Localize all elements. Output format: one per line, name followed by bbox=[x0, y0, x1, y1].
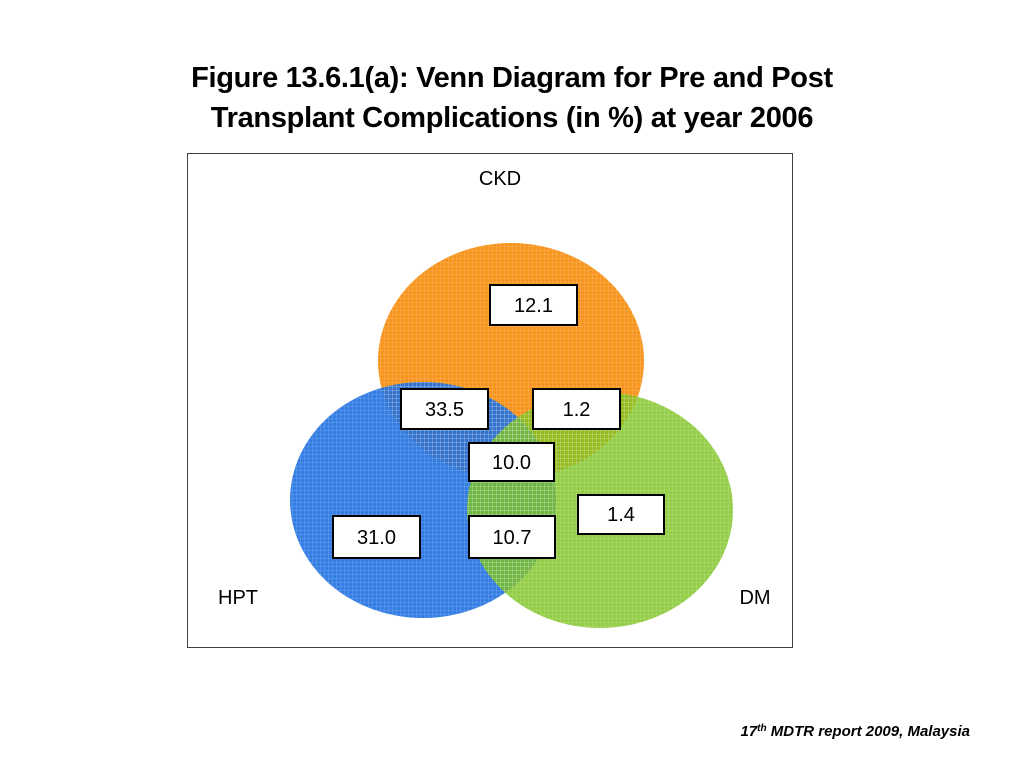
region-ckd-only: 12.1 bbox=[489, 284, 578, 326]
region-value-dm-only: 1.4 bbox=[607, 504, 635, 526]
set-label-hpt: HPT bbox=[218, 587, 258, 609]
region-value-hpt-only: 31.0 bbox=[357, 527, 396, 549]
venn-diagram: CKD HPT DM 12.1 33.5 1.2 10.0 1.4 31.0 bbox=[218, 168, 771, 628]
title-line-1: Figure 13.6.1(a): Venn Diagram for Pre a… bbox=[191, 62, 833, 94]
source-edition-number: 17 bbox=[740, 723, 758, 740]
region-dm-only: 1.4 bbox=[577, 494, 665, 535]
region-hpt-only: 31.0 bbox=[332, 515, 421, 559]
page-title: Figure 13.6.1(a): Venn Diagram for Pre a… bbox=[62, 58, 962, 138]
source-edition-suffix: th bbox=[757, 723, 767, 734]
source-citation: 17th MDTR report 2009, Malaysia bbox=[640, 723, 970, 740]
region-hpt-dm: 10.7 bbox=[468, 515, 556, 559]
region-value-ckd-dm: 1.2 bbox=[563, 399, 591, 421]
source-text: MDTR report 2009, Malaysia bbox=[766, 723, 970, 740]
title-line-2: Transplant Complications (in %) at year … bbox=[210, 102, 814, 134]
region-value-hpt-dm: 10.7 bbox=[493, 527, 532, 549]
venn-diagram-frame: CKD HPT DM 12.1 33.5 1.2 10.0 1.4 31.0 bbox=[187, 153, 793, 648]
region-ckd-dm: 1.2 bbox=[532, 388, 621, 430]
region-value-ckd-only: 12.1 bbox=[514, 295, 553, 317]
set-label-dm: DM bbox=[739, 587, 770, 609]
region-all-three: 10.0 bbox=[468, 442, 555, 482]
set-label-ckd: CKD bbox=[479, 168, 521, 190]
region-value-all-three: 10.0 bbox=[492, 452, 531, 474]
region-ckd-hpt: 33.5 bbox=[400, 388, 489, 430]
region-value-ckd-hpt: 33.5 bbox=[425, 399, 464, 421]
